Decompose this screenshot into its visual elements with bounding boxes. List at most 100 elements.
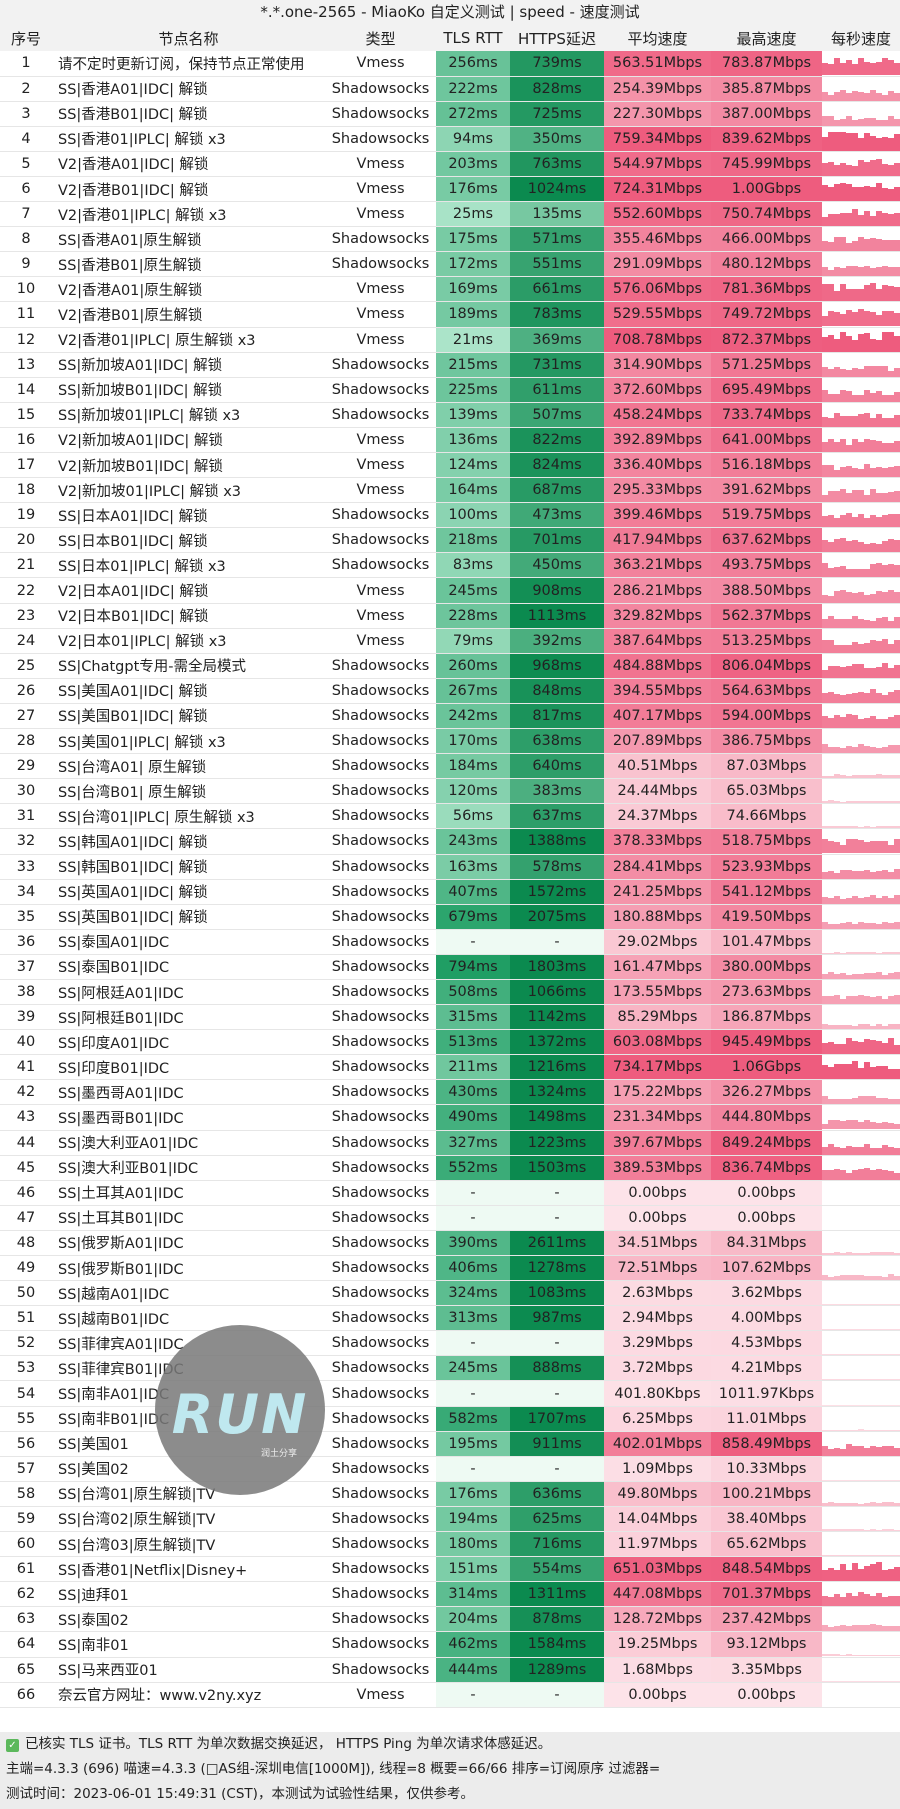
sparkline-bar [822, 540, 828, 552]
cell-avg-speed: 2.63Mbps [604, 1280, 711, 1307]
sparkline-bar [864, 1329, 870, 1330]
cell-name: SS|泰国B01|IDC [52, 954, 325, 980]
sparkline-bar [864, 438, 870, 452]
cell-name: 奈云官方网址：www.v2ny.xyz [52, 1682, 325, 1708]
cell-https-delay: - [510, 1205, 604, 1231]
sparkline-bar [858, 215, 864, 226]
sparkline-bar [870, 1169, 876, 1180]
sparkline-bar [840, 489, 846, 502]
sparkline-bar [882, 1501, 888, 1506]
sparkline-bar [870, 268, 876, 276]
cell-avg-speed: 29.02Mbps [604, 929, 711, 955]
sparkline-bar [834, 665, 840, 678]
cell-max-speed: 0.00bps [711, 1682, 822, 1708]
table-row: 8 SS|香港A01|原生解锁 Shadowsocks 175ms 571ms 355.4… [0, 226, 900, 253]
sparkline-bar [840, 515, 846, 527]
sparkline-bar [864, 1404, 870, 1406]
table-row: 34 SS|英国A01|IDC| 解锁 Shadowsocks 407ms 1572ms… [0, 879, 900, 905]
cell-per-second-sparkline [822, 1556, 900, 1583]
sparkline-bar [870, 159, 876, 176]
cell-avg-speed: 724.31Mbps [604, 176, 711, 203]
sparkline-bar [828, 115, 834, 126]
cell-per-second-sparkline [822, 527, 900, 554]
cell-type: Shadowsocks [325, 703, 436, 730]
sparkline-bar [846, 132, 852, 151]
sparkline-bar [894, 868, 900, 879]
table-row: 4 SS|香港01|IPLC| 解锁 x3 Shadowsocks 94ms 350ms… [0, 126, 900, 152]
sparkline-bar [876, 1404, 882, 1406]
sparkline-bar [846, 1064, 852, 1079]
sparkline-bar [864, 1024, 870, 1029]
table-row: 21 SS|日本01|IPLC| 解锁 x3 Shadowsocks 83ms 450m… [0, 552, 900, 579]
sparkline-bar [870, 1624, 876, 1631]
sparkline-bar [858, 289, 864, 301]
cell-avg-speed: 128.72Mbps [604, 1606, 711, 1633]
sparkline-bar [858, 691, 864, 703]
sparkline-bar [852, 490, 858, 502]
footer-test-time: 测试时间：2023-06-01 15:49:31 (CST)，本测试为试验性结果… [6, 1786, 474, 1802]
cell-name: V2|香港A01|原生解锁 [52, 276, 325, 303]
table-row: 59 SS|台湾02|原生解锁|TV Shadowsocks 194ms 625ms 14… [0, 1506, 900, 1533]
sparkline-bar [828, 665, 834, 678]
sparkline-bar [822, 973, 828, 979]
cell-name: V2|香港01|IPLC| 原生解锁 x3 [52, 327, 325, 353]
sparkline-bar [840, 589, 846, 603]
table-row: 13 SS|新加坡A01|IDC| 解锁 Shadowsocks 215ms 731ms… [0, 352, 900, 378]
cell-type: Shadowsocks [325, 126, 436, 152]
table-row: 35 SS|英国B01|IDC| 解锁 Shadowsocks 679ms 2075ms… [0, 904, 900, 930]
cell-type: Shadowsocks [325, 778, 436, 805]
cell-name: SS|日本A01|IDC| 解锁 [52, 502, 325, 529]
sparkline-bar [882, 1626, 888, 1631]
sparkline-bar [888, 1528, 894, 1531]
sparkline-bar [858, 413, 864, 427]
cell-index: 39 [0, 1004, 52, 1031]
sparkline-bar [894, 1680, 900, 1682]
cell-name: SS|阿根廷B01|IDC [52, 1004, 325, 1031]
sparkline-bar [852, 839, 858, 853]
sparkline-bar [852, 895, 858, 904]
cell-type: Shadowsocks [325, 753, 436, 780]
sparkline-bar [888, 951, 894, 954]
cell-name: SS|澳大利亚A01|IDC [52, 1130, 325, 1156]
sparkline-bar [822, 1354, 828, 1355]
sparkline-bar [894, 775, 900, 778]
sparkline-bar [858, 137, 864, 151]
cell-name: SS|台湾02|原生解锁|TV [52, 1506, 325, 1533]
sparkline-bar [894, 440, 900, 452]
sparkline-bar [864, 389, 870, 402]
sparkline-bar [894, 839, 900, 853]
cell-per-second-sparkline [822, 979, 900, 1006]
sparkline-bar [846, 1025, 852, 1029]
sparkline-bar [888, 1626, 894, 1631]
table-row: 55 SS|南非B01|IDC Shadowsocks 582ms 1707ms 6.25… [0, 1406, 900, 1432]
sparkline-bar [828, 187, 834, 201]
table-row: 50 SS|越南A01|IDC Shadowsocks 324ms 1083ms 2.63… [0, 1280, 900, 1307]
cell-tls-rtt: 175ms [436, 226, 510, 253]
sparkline-bar [864, 1447, 870, 1456]
sparkline [822, 131, 900, 151]
cell-avg-speed: 314.90Mbps [604, 352, 711, 378]
table-row: 41 SS|印度B01|IDC Shadowsocks 211ms 1216ms 734.… [0, 1054, 900, 1081]
table-row: 43 SS|墨西哥B01|IDC Shadowsocks 490ms 1498ms 231… [0, 1104, 900, 1131]
table-row: 19 SS|日本A01|IDC| 解锁 Shadowsocks 100ms 473ms 3… [0, 502, 900, 529]
sparkline-bar [822, 1169, 828, 1180]
sparkline-bar [846, 1502, 852, 1506]
sparkline-bar [840, 237, 846, 251]
sparkline-bar [870, 1596, 876, 1606]
sparkline-bar [822, 267, 828, 276]
sparkline-bar [822, 241, 828, 251]
cell-name: SS|香港A01|IDC| 解锁 [52, 76, 325, 102]
cell-type: Shadowsocks [325, 352, 436, 378]
cell-name: SS|香港A01|原生解锁 [52, 226, 325, 253]
cell-https-delay: 1024ms [510, 176, 604, 203]
cell-tls-rtt: 324ms [436, 1280, 510, 1307]
sparkline-bar [828, 1568, 834, 1581]
cell-type: Shadowsocks [325, 1481, 436, 1507]
sparkline [822, 1501, 900, 1506]
cell-avg-speed: 0.00bps [604, 1205, 711, 1231]
sparkline-bar [840, 999, 846, 1004]
sparkline-bar [888, 164, 894, 176]
sparkline-bar [888, 1445, 894, 1456]
sparkline [822, 183, 900, 201]
sparkline-bar [870, 238, 876, 251]
